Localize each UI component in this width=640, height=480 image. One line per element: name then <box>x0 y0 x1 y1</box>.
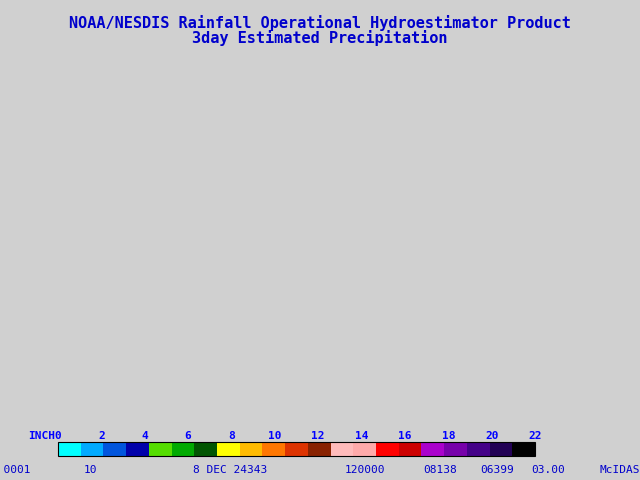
Text: 16: 16 <box>398 431 412 441</box>
Text: 10: 10 <box>83 465 97 475</box>
Text: NOAA/NESDIS Rainfall Operational Hydroestimator Product: NOAA/NESDIS Rainfall Operational Hydroes… <box>69 15 571 31</box>
Text: 6: 6 <box>185 431 191 441</box>
Text: 12: 12 <box>312 431 325 441</box>
Text: INCH: INCH <box>28 431 55 441</box>
Text: 20: 20 <box>485 431 499 441</box>
Text: 22: 22 <box>528 431 541 441</box>
Text: 03.00: 03.00 <box>531 465 565 475</box>
Text: 8: 8 <box>228 431 235 441</box>
Bar <box>490 442 512 456</box>
Text: 3day Estimated Precipitation: 3day Estimated Precipitation <box>192 30 448 46</box>
Bar <box>308 442 331 456</box>
Bar <box>353 442 376 456</box>
Text: 8 DEC 24343: 8 DEC 24343 <box>193 465 267 475</box>
Bar <box>512 442 535 456</box>
Text: 120000: 120000 <box>345 465 385 475</box>
Text: 08138: 08138 <box>423 465 457 475</box>
Bar <box>331 442 353 456</box>
Bar <box>195 442 217 456</box>
Text: 18: 18 <box>442 431 455 441</box>
Text: 4: 4 <box>141 431 148 441</box>
Bar <box>126 442 149 456</box>
Bar <box>262 442 285 456</box>
Text: 0: 0 <box>54 431 61 441</box>
Text: 06399: 06399 <box>480 465 514 475</box>
Bar <box>240 442 262 456</box>
Text: 1 0001: 1 0001 <box>0 465 30 475</box>
Bar <box>217 442 240 456</box>
Bar <box>376 442 399 456</box>
Bar <box>285 442 308 456</box>
Text: McIDAS: McIDAS <box>600 465 640 475</box>
Bar <box>467 442 490 456</box>
Bar <box>104 442 126 456</box>
Bar <box>399 442 421 456</box>
Bar <box>172 442 195 456</box>
Bar <box>81 442 104 456</box>
Bar <box>444 442 467 456</box>
Bar <box>58 442 81 456</box>
Text: 2: 2 <box>98 431 105 441</box>
Text: 10: 10 <box>268 431 282 441</box>
Bar <box>149 442 172 456</box>
Text: 14: 14 <box>355 431 368 441</box>
Bar <box>58 442 535 456</box>
Bar <box>421 442 444 456</box>
